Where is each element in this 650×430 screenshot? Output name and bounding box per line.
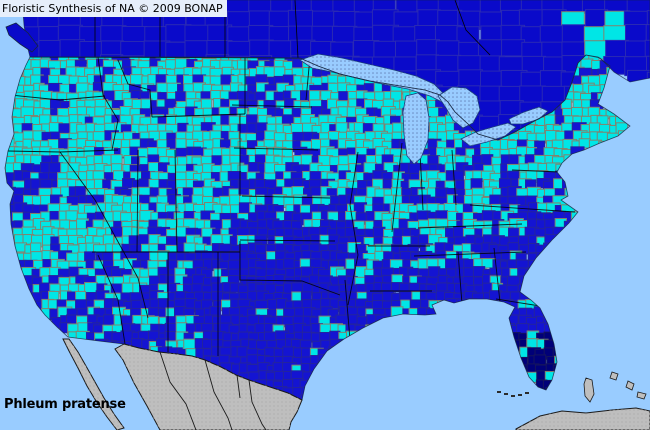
species-name-label: Phleum pratense	[4, 397, 126, 412]
map-attribution-title: Floristic Synthesis of NA © 2009 BONAP	[0, 0, 227, 17]
